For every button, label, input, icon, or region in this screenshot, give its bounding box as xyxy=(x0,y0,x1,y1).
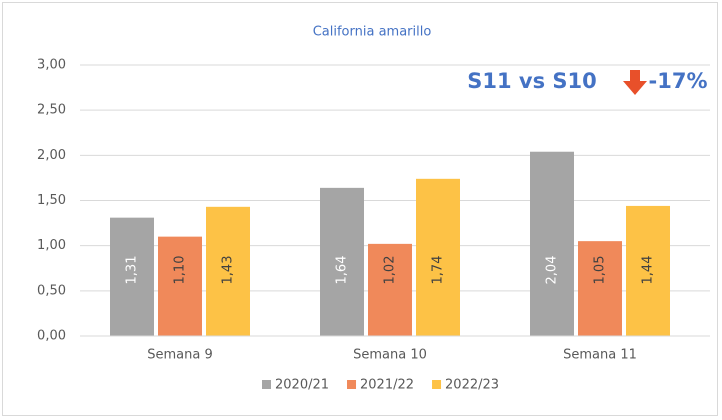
bar xyxy=(626,205,670,336)
x-tick-label: Semana 10 xyxy=(353,348,427,363)
data-label: 1,05 xyxy=(593,256,608,285)
data-label: 1,31 xyxy=(125,256,140,285)
annotation: S11 vs S10 xyxy=(467,69,597,93)
bar xyxy=(206,206,250,336)
legend-swatch xyxy=(347,380,357,389)
data-label: 1,74 xyxy=(431,256,446,285)
x-tick-label: Semana 9 xyxy=(147,348,213,363)
chart-title: California amarillo xyxy=(313,25,432,40)
data-label: 1,43 xyxy=(221,256,236,285)
legend-swatch xyxy=(262,380,271,389)
legend-label: 2022/23 xyxy=(445,378,499,393)
y-tick-label: 1,00 xyxy=(37,238,66,253)
bar xyxy=(416,178,460,336)
bar xyxy=(368,243,412,336)
data-label: 2,04 xyxy=(545,256,560,285)
legend-label: 2020/21 xyxy=(275,378,329,393)
data-label: 1,64 xyxy=(335,256,350,285)
data-label: 1,44 xyxy=(641,256,656,285)
bar xyxy=(578,241,622,336)
y-tick-label: 2,50 xyxy=(37,103,66,118)
annotation-change: -17% xyxy=(649,69,708,93)
down-arrow-icon xyxy=(623,70,647,95)
y-tick-label: 0,50 xyxy=(37,283,66,298)
bar xyxy=(530,151,574,336)
legend-label: 2021/22 xyxy=(360,378,414,393)
y-tick-label: 2,00 xyxy=(37,148,66,163)
data-label: 1,10 xyxy=(173,256,188,285)
data-label: 1,02 xyxy=(383,256,398,285)
bar xyxy=(320,187,364,336)
legend-swatch xyxy=(432,380,442,389)
y-tick-label: 1,50 xyxy=(37,193,66,208)
y-tick-label: 0,00 xyxy=(37,329,66,344)
y-tick-label: 3,00 xyxy=(37,58,66,73)
x-tick-label: Semana 11 xyxy=(563,348,637,363)
bar xyxy=(110,217,154,336)
bar xyxy=(158,236,202,336)
